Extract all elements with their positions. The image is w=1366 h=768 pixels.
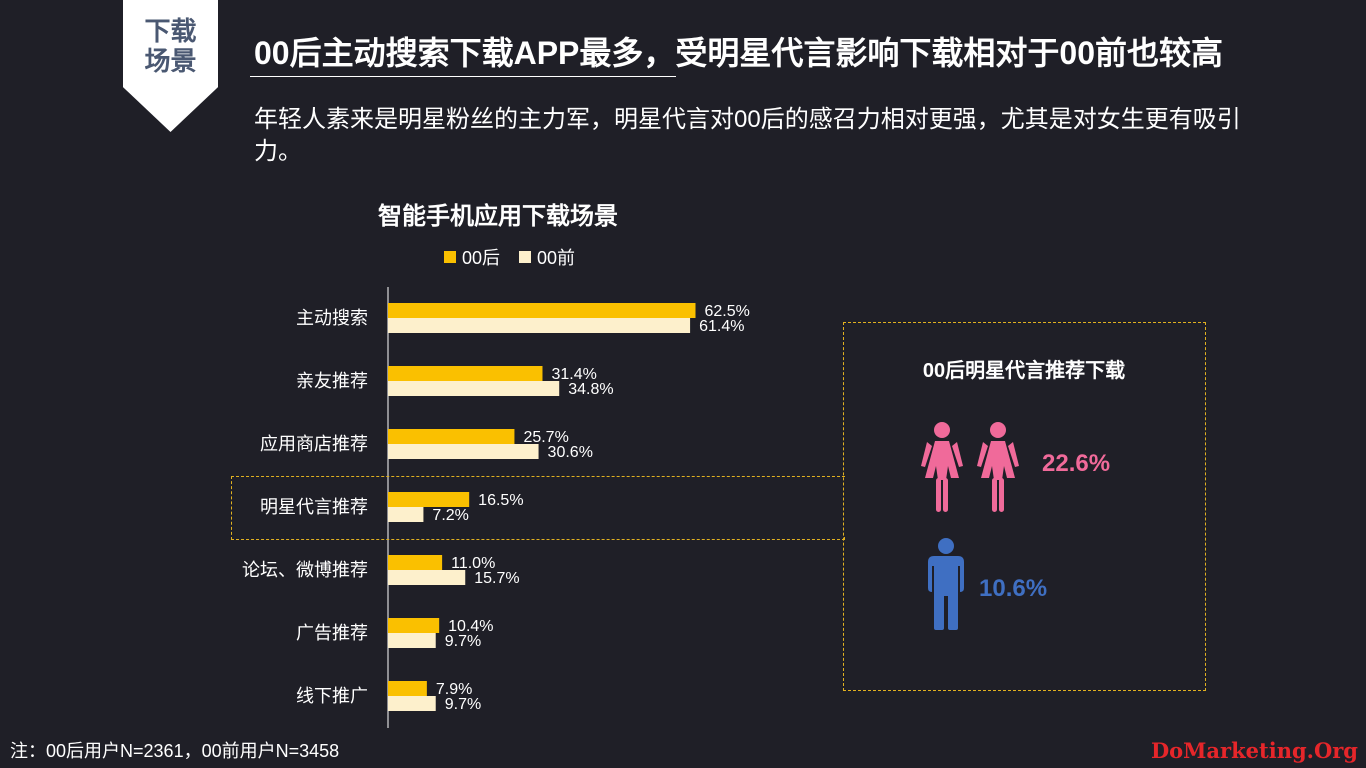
page-title: 00后主动搜索下载APP最多，受明星代言影响下载相对于00前也较高 [254, 35, 1223, 71]
bar-chart: 主动搜索 62.5%61.4% 亲友推荐 31.4%34.8% 应用商店推荐 25.7%3… [242, 287, 750, 728]
legend-label-00qian: 00前 [537, 248, 576, 268]
data-label: 9.7% [445, 696, 481, 713]
male-percentage: 10.6% [979, 575, 1047, 603]
category-label: 线下推广 [296, 686, 368, 706]
footnote: 注：00后用户N=2361，00前用户N=3458 [10, 741, 340, 761]
data-label: 25.7% [523, 429, 568, 446]
category-label: 应用商店推荐 [260, 434, 368, 454]
legend-item-00qian: 00前 [519, 246, 575, 268]
category-label: 论坛、微博推荐 [242, 560, 368, 580]
bar-00hou [388, 681, 427, 696]
male-percentage-value: 10.6% [979, 575, 1048, 602]
category-label: 广告推荐 [296, 623, 368, 643]
bar-00qian [388, 507, 424, 522]
watermark: DoMarketing.Org [1150, 738, 1358, 763]
legend-item-00hou: 00后 [444, 246, 500, 268]
highlight-row-box [231, 476, 845, 540]
data-label: 15.7% [474, 570, 519, 587]
male-person-icon [928, 538, 964, 630]
bar-00hou [388, 492, 470, 507]
data-label: 10.4% [448, 618, 493, 635]
data-label: 61.4% [699, 318, 744, 335]
page-subtitle: 年轻人素来是明星粉丝的主力军，明星代言对00后的感召力相对更强，尤其是对女生更有… [254, 106, 1241, 165]
female-percentage-value: 22.6% [1042, 450, 1111, 477]
category-label: 主动搜索 [296, 308, 368, 328]
bar-00qian [388, 570, 466, 585]
bar-00qian [388, 696, 436, 711]
data-label: 7.2% [432, 507, 468, 524]
bar-00qian [388, 381, 560, 396]
data-label: 31.4% [551, 366, 596, 383]
data-label: 62.5% [705, 303, 750, 320]
bar-00qian [388, 633, 436, 648]
legend-label-00hou: 00后 [462, 248, 501, 268]
bar-00qian [388, 318, 691, 333]
bar-00hou [388, 555, 443, 570]
title-underline [250, 76, 676, 77]
category-label: 亲友推荐 [296, 371, 368, 391]
bar-00hou [388, 303, 696, 318]
celebrity-panel [843, 322, 1206, 691]
section-tag-line2: 场景 [144, 46, 197, 76]
legend-swatch-00qian [519, 251, 531, 263]
section-tag-line1: 下载 [144, 16, 197, 46]
category-label: 明星代言推荐 [260, 497, 368, 517]
panel-title: 00后明星代言推荐下载 [922, 360, 1126, 382]
bar-00hou [388, 429, 515, 444]
data-label: 30.6% [548, 444, 593, 461]
data-label: 7.9% [436, 681, 472, 698]
data-label: 11.0% [451, 555, 495, 572]
bar-00hou [388, 366, 543, 381]
bar-00qian [388, 444, 539, 459]
data-label: 16.5% [478, 492, 523, 509]
female-percentage: 22.6% [1042, 450, 1110, 478]
legend-swatch-00hou [444, 251, 456, 263]
data-label: 34.8% [568, 381, 613, 398]
data-label: 9.7% [445, 633, 481, 650]
bar-00hou [388, 618, 440, 633]
chart-title: 智能手机应用下载场景 [378, 203, 618, 230]
female-person-icon [921, 422, 1019, 512]
